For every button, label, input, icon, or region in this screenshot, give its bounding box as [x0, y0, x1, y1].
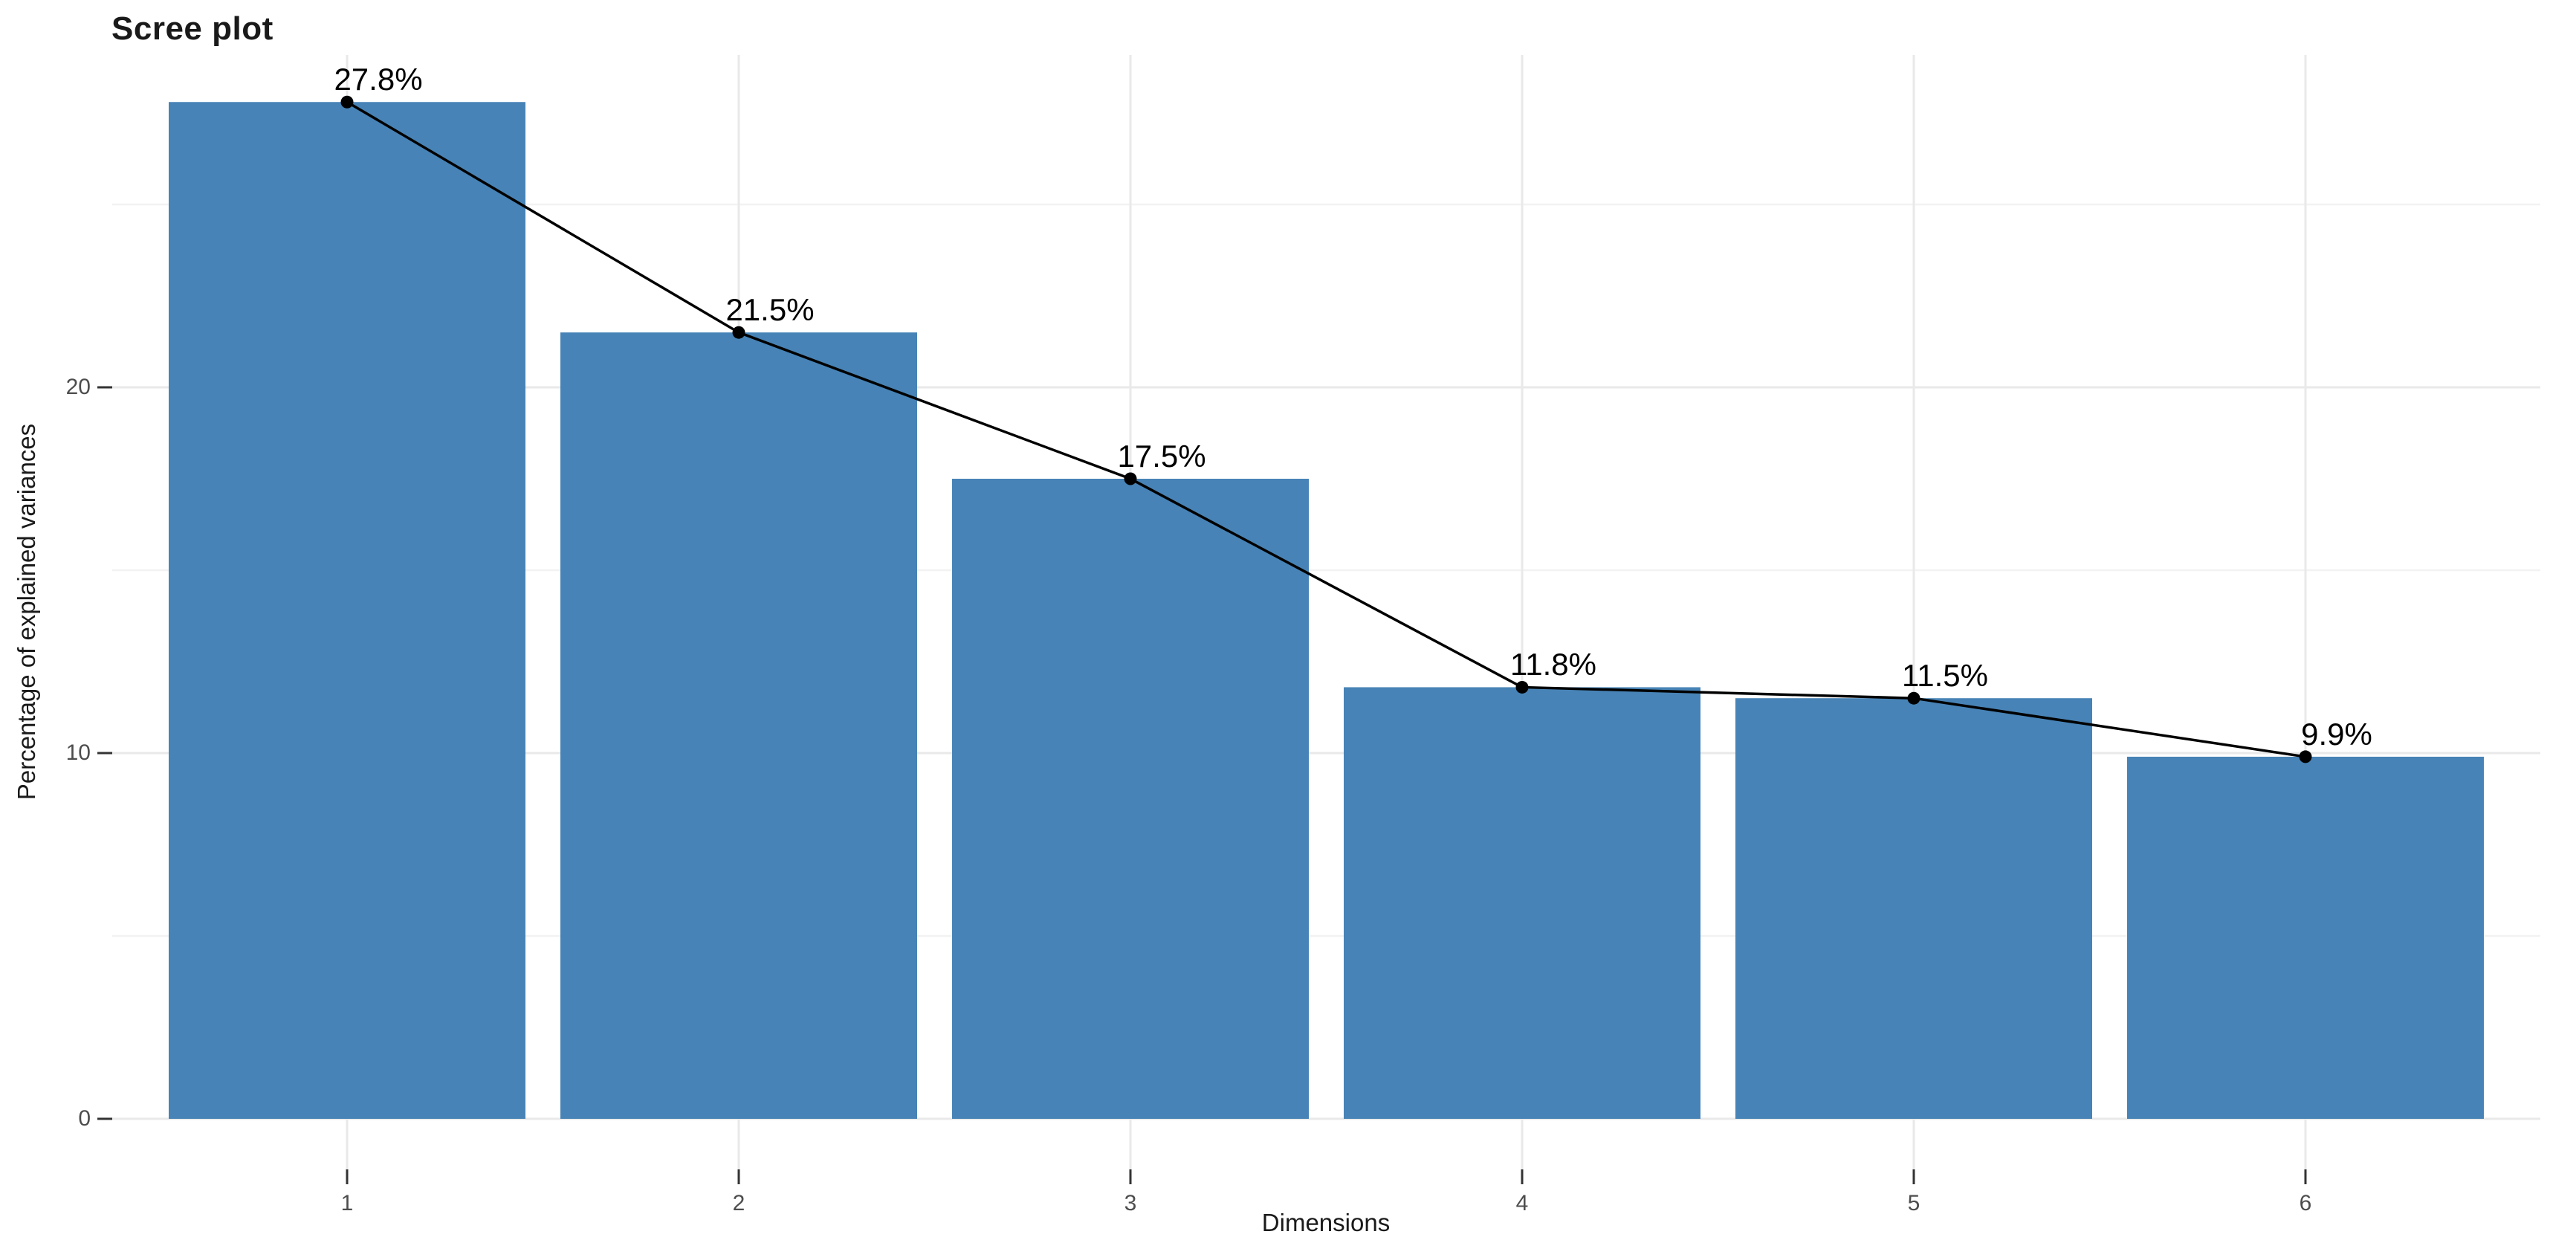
x-tick-label: 1 — [340, 1191, 354, 1215]
y-tick-label: 10 — [65, 740, 91, 765]
data-point — [1907, 691, 1920, 705]
y-axis-title: Percentage of explained variances — [13, 423, 40, 801]
data-point-label: 11.8% — [1510, 647, 1596, 682]
bar — [2127, 756, 2484, 1119]
x-axis-title: Dimensions — [1261, 1209, 1391, 1236]
x-tick-label: 3 — [1124, 1191, 1137, 1215]
bar — [1735, 698, 2092, 1119]
data-point — [2299, 750, 2312, 763]
data-point — [1515, 680, 1529, 694]
data-point — [1124, 472, 1137, 485]
data-point — [732, 326, 745, 339]
chart-title: Scree plot — [111, 10, 274, 47]
data-point-label: 11.5% — [1902, 658, 1988, 694]
bar — [169, 102, 525, 1120]
x-tick-label: 5 — [1907, 1191, 1920, 1215]
data-point — [340, 95, 354, 109]
data-point-label: 27.8% — [334, 62, 423, 97]
scree-line — [346, 100, 2306, 758]
bar — [560, 332, 917, 1120]
data-point-label: 9.9% — [2301, 716, 2372, 752]
data-point-label: 17.5% — [1117, 439, 1206, 474]
data-point-label: 21.5% — [725, 292, 815, 328]
y-tick-label: 0 — [78, 1106, 91, 1131]
y-tick-label: 20 — [65, 375, 91, 399]
x-tick-label: 4 — [1515, 1191, 1529, 1215]
x-tick-label: 2 — [732, 1191, 745, 1215]
bar — [952, 479, 1309, 1119]
x-tick-label: 6 — [2299, 1191, 2312, 1215]
bar — [1344, 687, 1700, 1119]
